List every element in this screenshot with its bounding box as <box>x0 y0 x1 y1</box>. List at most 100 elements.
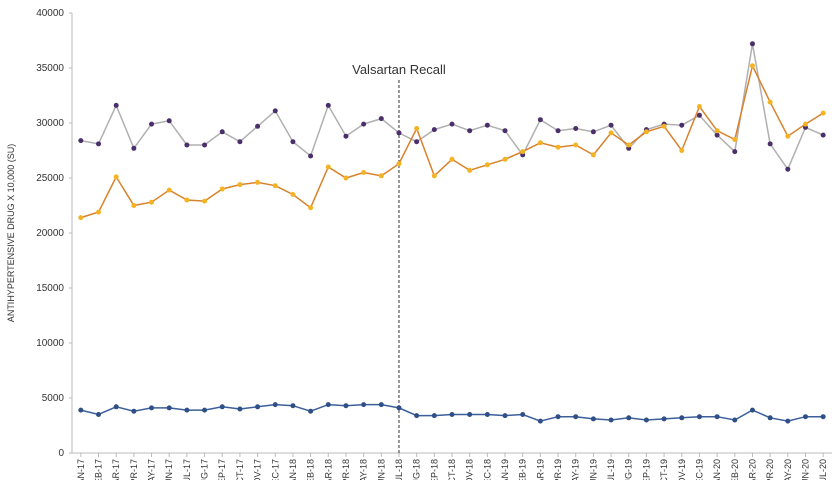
point <box>166 405 172 411</box>
point <box>537 418 543 424</box>
point <box>202 407 208 413</box>
x-tick-label: JUL-17 <box>182 459 192 480</box>
x-tick-label: FEB-20 <box>730 459 740 480</box>
point <box>679 148 685 153</box>
point <box>785 133 791 139</box>
x-tick-label: APR-20 <box>765 459 775 480</box>
point <box>149 199 155 205</box>
x-tick-label: MAY-17 <box>147 459 157 480</box>
x-tick-label: JUL-20 <box>818 459 828 480</box>
point <box>696 112 702 118</box>
point <box>802 121 808 127</box>
point <box>696 104 702 109</box>
x-tick-label: NOV-17 <box>253 459 263 480</box>
point <box>431 127 437 133</box>
point <box>820 132 826 138</box>
point <box>484 122 490 128</box>
point <box>573 126 579 131</box>
x-tick-label: MAY-18 <box>359 459 369 480</box>
y-tick-label: 15000 <box>36 283 64 294</box>
y-tick-label: 35000 <box>36 63 64 74</box>
point <box>449 121 455 127</box>
point <box>467 412 473 417</box>
point <box>131 203 137 208</box>
point <box>308 408 314 414</box>
point <box>290 139 296 145</box>
y-tick-label: 25000 <box>36 173 64 184</box>
point <box>626 415 632 421</box>
point <box>396 405 402 411</box>
x-tick-label: MAR-18 <box>323 459 333 480</box>
point <box>202 142 208 148</box>
point <box>378 173 384 179</box>
point <box>431 413 437 419</box>
x-tick-label: MAY-20 <box>783 459 793 480</box>
point <box>714 128 720 134</box>
point <box>820 414 826 420</box>
x-tick-label: APR-18 <box>341 459 351 480</box>
annotation: Valsartan Recall <box>352 62 446 77</box>
point <box>820 110 826 116</box>
x-tick-label: DEC-19 <box>694 459 704 480</box>
point <box>732 137 738 142</box>
x-tick-label: APR-17 <box>129 459 139 480</box>
point <box>237 139 243 145</box>
x-tick-label: JAN-18 <box>288 459 298 480</box>
point <box>608 122 614 128</box>
point <box>219 404 225 410</box>
point <box>378 116 384 122</box>
point <box>343 175 349 181</box>
point <box>184 142 190 148</box>
x-tick-label: JUL-18 <box>394 459 404 480</box>
y-tick-label: 10000 <box>36 338 64 349</box>
x-tick-label: FEB-17 <box>94 459 104 480</box>
point <box>255 179 261 185</box>
x-tick-label: OCT-19 <box>659 459 669 480</box>
y-tick-label: 5000 <box>42 393 65 404</box>
point <box>272 108 278 114</box>
point <box>679 122 685 128</box>
y-axis-label: ANTIHYPERTENSIVE DRUG X 10,000 (SU) <box>6 144 16 322</box>
point <box>414 139 420 145</box>
y-tick-label: 0 <box>58 448 64 459</box>
point <box>113 404 119 410</box>
point <box>785 166 791 172</box>
point <box>555 144 561 150</box>
x-tick-label: MAR-19 <box>535 459 545 480</box>
y-tick-label: 20000 <box>36 228 64 239</box>
x-tick-label: AUG-18 <box>412 459 422 480</box>
point <box>555 414 561 420</box>
x-tick-label: JAN-19 <box>500 459 510 480</box>
point <box>396 130 402 136</box>
point <box>520 149 526 155</box>
point <box>467 128 473 134</box>
point <box>449 412 455 417</box>
point <box>290 403 296 409</box>
point <box>590 129 596 135</box>
point <box>255 123 261 129</box>
point <box>732 149 738 155</box>
series-line <box>80 63 824 219</box>
x-tick-label: AUG-19 <box>624 459 634 480</box>
point <box>343 133 349 139</box>
point <box>131 408 137 414</box>
point <box>237 182 243 188</box>
point <box>166 187 172 193</box>
point <box>749 41 755 47</box>
point <box>643 129 649 135</box>
y-tick-label: 40000 <box>36 8 64 19</box>
point <box>308 153 314 159</box>
point <box>414 126 420 131</box>
point <box>308 205 314 211</box>
point <box>113 102 119 108</box>
point <box>502 156 508 162</box>
point <box>219 186 225 192</box>
point <box>202 198 208 204</box>
x-tick-label: JUL-19 <box>606 459 616 480</box>
x-tick-label: APR-19 <box>553 459 563 480</box>
x-tick-label: AUG-17 <box>200 459 210 480</box>
x-tick-label: MAY-19 <box>571 459 581 480</box>
point <box>608 130 614 136</box>
series-line <box>80 43 824 171</box>
